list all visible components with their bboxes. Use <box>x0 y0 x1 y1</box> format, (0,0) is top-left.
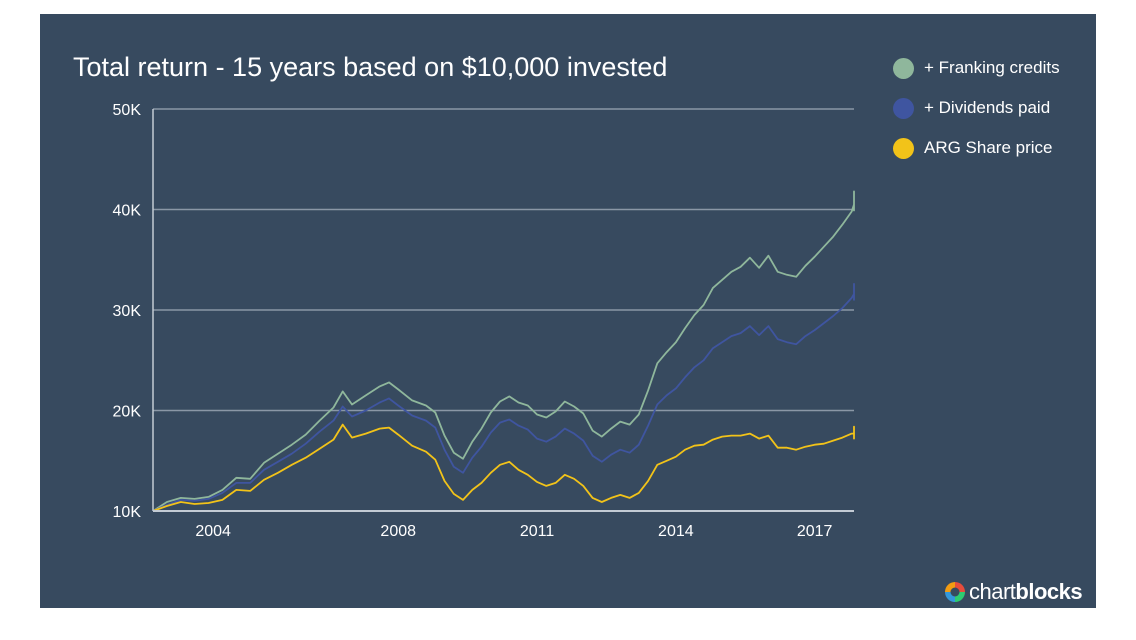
x-axis-ticks: 2004 2008 2011 2014 2017 <box>195 523 832 540</box>
legend-item-dividends[interactable]: + Dividends paid <box>893 88 1060 128</box>
chartblocks-wordmark: chartblocks <box>969 579 1083 604</box>
chartblocks-logo-icon <box>945 582 965 602</box>
y-tick-label: 50K <box>113 102 142 119</box>
legend: + Franking credits + Dividends paid ARG … <box>893 48 1060 168</box>
x-tick-label: 2011 <box>520 523 555 540</box>
series-line-2 <box>152 423 855 512</box>
legend-swatch-franking <box>893 57 914 79</box>
series-line-0 <box>152 190 855 512</box>
legend-label: + Dividends paid <box>924 98 1051 117</box>
series-lines <box>152 190 855 512</box>
legend-item-share-price[interactable]: ARG Share price <box>893 128 1060 168</box>
y-tick-label: 30K <box>113 303 142 320</box>
x-tick-label: 2008 <box>380 523 416 540</box>
legend-swatch-share-price <box>893 137 914 159</box>
legend-swatch-dividends <box>893 97 914 119</box>
y-tick-label: 10K <box>113 504 142 521</box>
y-tick-label: 20K <box>113 404 142 421</box>
line-chart: 10K 20K 30K 40K 50K 2004 2008 2011 2014 2017 <box>113 102 855 540</box>
series-line-1 <box>152 283 855 512</box>
legend-label: ARG Share price <box>924 138 1053 157</box>
x-tick-label: 2014 <box>658 523 694 540</box>
chartblocks-brand[interactable]: chartblocks <box>944 579 1083 605</box>
y-axis-ticks: 10K 20K 30K 40K 50K <box>113 102 142 521</box>
gridlines <box>153 108 854 412</box>
legend-label: + Franking credits <box>924 58 1060 77</box>
chart-title: Total return - 15 years based on $10,000… <box>73 52 668 82</box>
chart-panel: Total return - 15 years based on $10,000… <box>40 14 1096 608</box>
x-tick-label: 2004 <box>195 523 231 540</box>
x-tick-label: 2017 <box>797 523 833 540</box>
y-tick-label: 40K <box>113 203 142 220</box>
legend-item-franking[interactable]: + Franking credits <box>893 48 1060 88</box>
